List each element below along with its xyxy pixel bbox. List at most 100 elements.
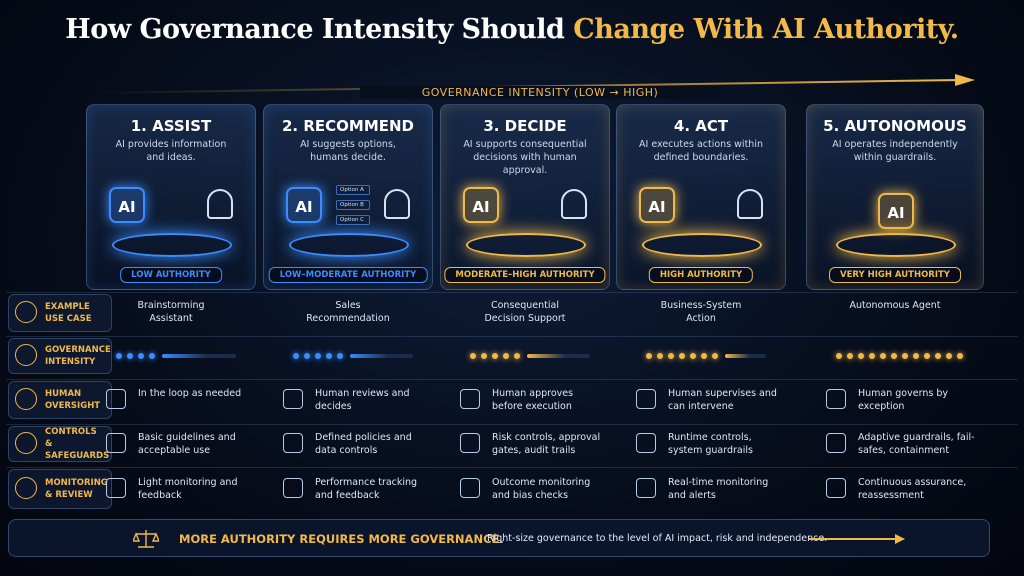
row-divider bbox=[6, 424, 1018, 464]
ai-icon: AI bbox=[639, 187, 675, 223]
level-panel: 4. ACT AI executes actions within defined… bbox=[616, 104, 786, 290]
cell-text: Basic guidelines and acceptable use bbox=[138, 432, 236, 456]
level-title: 5. AUTONOMOUS bbox=[823, 117, 967, 135]
cell-icon bbox=[106, 478, 126, 498]
cell-text: Risk controls, approval gates, audit tra… bbox=[492, 432, 601, 456]
intensity-track bbox=[350, 354, 413, 358]
ai-icon: AI bbox=[878, 193, 914, 229]
intensity-dot bbox=[924, 353, 930, 359]
row-label: MONITORING & REVIEW bbox=[8, 469, 112, 509]
authority-badge: MODERATE–HIGH AUTHORITY bbox=[444, 267, 606, 283]
intensity-dot bbox=[836, 353, 842, 359]
option-chip: Option C bbox=[336, 215, 370, 225]
level-panel: 5. AUTONOMOUS AI operates independently w… bbox=[806, 104, 984, 290]
row-label-text: CONTROLS & SAFEGUARDS bbox=[45, 427, 110, 461]
row-label: HUMAN OVERSIGHT bbox=[8, 381, 112, 419]
row-label-text: MONITORING & REVIEW bbox=[45, 478, 108, 500]
person-icon bbox=[384, 189, 410, 219]
row-label: EXAMPLE USE CASE bbox=[8, 294, 112, 332]
cell-icon bbox=[460, 478, 480, 498]
intensity-dot bbox=[127, 353, 133, 359]
cell-icon bbox=[460, 433, 480, 453]
title-highlight: Change With AI Authority. bbox=[573, 14, 959, 45]
cell-text: Human governs by exception bbox=[858, 388, 948, 412]
level-title: 3. DECIDE bbox=[483, 117, 567, 135]
stage bbox=[642, 233, 762, 257]
intensity-dot bbox=[315, 353, 321, 359]
intensity-dot bbox=[470, 353, 476, 359]
intensity-dot bbox=[293, 353, 299, 359]
cell-icon bbox=[636, 433, 656, 453]
intensity-dot bbox=[503, 353, 509, 359]
stage bbox=[112, 233, 232, 257]
footer-text: Right-size governance to the level of AI… bbox=[487, 533, 828, 544]
row-label-text: EXAMPLE USE CASE bbox=[45, 302, 92, 324]
cell-icon bbox=[106, 389, 126, 409]
cell-text: Human approves before execution bbox=[492, 388, 574, 412]
intensity-dot bbox=[690, 353, 696, 359]
cell-icon bbox=[826, 478, 846, 498]
row-divider bbox=[6, 292, 1018, 334]
person-icon bbox=[737, 189, 763, 219]
row-icon bbox=[15, 388, 37, 410]
axis-label: GOVERNANCE INTENSITY (LOW → HIGH) bbox=[360, 86, 720, 99]
intensity-dot bbox=[326, 353, 332, 359]
cell-text: Outcome monitoring and bias checks bbox=[492, 477, 591, 501]
intensity-dot bbox=[116, 353, 122, 359]
ai-icon: AI bbox=[109, 187, 145, 223]
row-label-text: HUMAN OVERSIGHT bbox=[45, 389, 101, 411]
stage bbox=[836, 233, 956, 257]
intensity-track bbox=[162, 354, 236, 358]
cell-text: In the loop as needed bbox=[138, 388, 242, 399]
intensity-dot bbox=[935, 353, 941, 359]
option-chip: Option A bbox=[336, 185, 370, 195]
row-divider bbox=[6, 467, 1018, 511]
use-case: Consequential Decision Support bbox=[484, 300, 566, 324]
cell-text: Human supervises and can intervene bbox=[668, 388, 777, 412]
ai-icon: AI bbox=[286, 187, 322, 223]
row-icon bbox=[15, 344, 37, 366]
intensity-dot bbox=[304, 353, 310, 359]
level-description: AI supports consequential decisions with… bbox=[463, 139, 587, 176]
level-title: 2. RECOMMEND bbox=[281, 117, 415, 135]
use-case: Autonomous Agent bbox=[849, 300, 941, 311]
intensity-dot bbox=[902, 353, 908, 359]
cell-icon bbox=[826, 389, 846, 409]
intensity-dot bbox=[957, 353, 963, 359]
person-icon bbox=[561, 189, 587, 219]
option-chip: Option B bbox=[336, 200, 370, 210]
level-panel: 3. DECIDE AI supports consequential decis… bbox=[440, 104, 610, 290]
cell-icon bbox=[636, 389, 656, 409]
level-description: AI provides information and ideas. bbox=[115, 139, 227, 163]
authority-badge: LOW AUTHORITY bbox=[120, 267, 222, 283]
ai-icon: AI bbox=[463, 187, 499, 223]
row-icon bbox=[15, 301, 37, 323]
row-icon bbox=[15, 477, 37, 499]
intensity-dot bbox=[701, 353, 707, 359]
cell-text: Performance tracking and feedback bbox=[315, 477, 418, 501]
row-icon bbox=[15, 432, 37, 454]
cell-icon bbox=[106, 433, 126, 453]
intensity-dot bbox=[946, 353, 952, 359]
footer-headline: MORE AUTHORITY REQUIRES MORE GOVERNANCE. bbox=[179, 532, 504, 546]
intensity-dot bbox=[858, 353, 864, 359]
intensity-dot bbox=[880, 353, 886, 359]
authority-badge: LOW–MODERATE AUTHORITY bbox=[268, 267, 428, 283]
cell-text: Human reviews and decides bbox=[315, 388, 410, 412]
cell-text: Real-time monitoring and alerts bbox=[668, 477, 769, 501]
intensity-dot bbox=[891, 353, 897, 359]
intensity-dot bbox=[149, 353, 155, 359]
cell-text: Continuous assurance, reassessment bbox=[858, 477, 967, 501]
level-panel: 1. ASSIST AI provides information and ide… bbox=[86, 104, 256, 290]
intensity-dot bbox=[138, 353, 144, 359]
cell-icon bbox=[826, 433, 846, 453]
intensity-dot bbox=[679, 353, 685, 359]
footer: MORE AUTHORITY REQUIRES MORE GOVERNANCE.… bbox=[8, 519, 990, 557]
cell-text: Runtime controls, system guardrails bbox=[668, 432, 753, 456]
stage bbox=[466, 233, 586, 257]
level-panel: 2. RECOMMEND AI suggests options, humans … bbox=[263, 104, 433, 290]
footer-arrow bbox=[809, 534, 905, 544]
level-description: AI executes actions within defined bound… bbox=[639, 139, 763, 163]
person-icon bbox=[207, 189, 233, 219]
